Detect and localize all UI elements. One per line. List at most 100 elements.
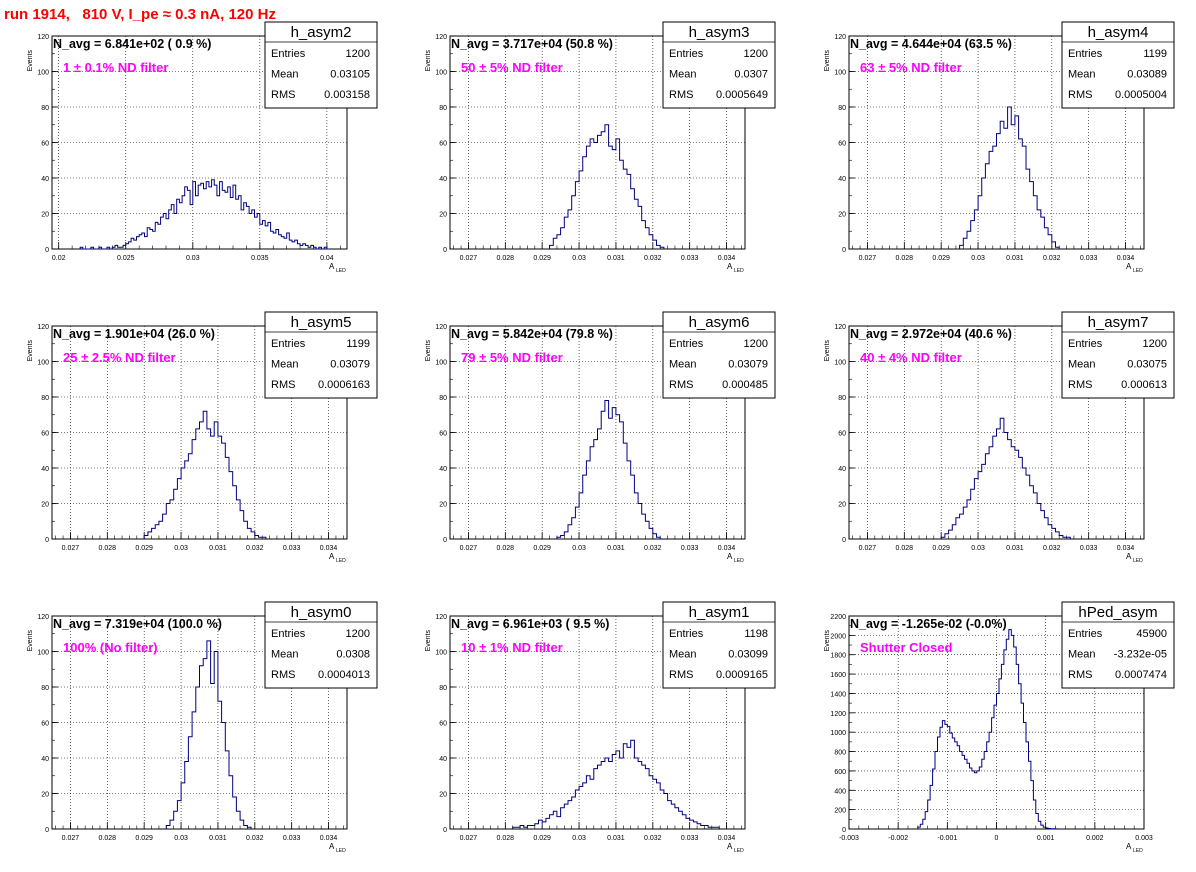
x-axis-label: A bbox=[727, 262, 733, 271]
x-tick-label: 0.034 bbox=[320, 545, 338, 552]
x-tick-label: 0.028 bbox=[896, 545, 914, 552]
stats-value: 0.03099 bbox=[728, 649, 768, 661]
y-tick-label: 60 bbox=[838, 431, 846, 438]
x-tick-label: 0.027 bbox=[460, 545, 478, 552]
plot-frame bbox=[51, 35, 348, 250]
y-tick-label: 1000 bbox=[830, 730, 846, 737]
navg-label: N_avg = 4.644e+04 (63.5 %) bbox=[850, 37, 1012, 51]
y-tick-label: 0 bbox=[443, 827, 447, 834]
stats-label: Entries bbox=[669, 338, 704, 350]
x-axis-label-subscript: LED bbox=[336, 268, 346, 274]
x-axis-label: A bbox=[329, 262, 335, 271]
stats-box bbox=[264, 311, 378, 399]
x-tick-label: 0.033 bbox=[283, 835, 301, 842]
stats-box-title: h_asym1 bbox=[689, 604, 750, 621]
y-tick-label: 60 bbox=[439, 431, 447, 438]
stats-box bbox=[662, 311, 776, 399]
stats-value: 0.0005649 bbox=[716, 89, 768, 101]
y-tick-label: 20 bbox=[41, 212, 49, 219]
y-tick-label: 40 bbox=[439, 176, 447, 183]
histogram-line bbox=[940, 417, 1071, 539]
x-tick-label: 0.02 bbox=[52, 255, 66, 262]
y-tick-label: 60 bbox=[41, 431, 49, 438]
y-tick-label: 0 bbox=[45, 827, 49, 834]
histogram-panel-h_asym5: 0 20 40 60 80 100 120 0.027 0.028 0.029 0.03 0.031 0… bbox=[27, 311, 378, 564]
stats-value: 0.03075 bbox=[1127, 359, 1167, 371]
navg-label: N_avg = 5.842e+04 (79.8 %) bbox=[451, 327, 613, 341]
histogram-line bbox=[549, 124, 665, 249]
x-axis-label: A bbox=[1126, 552, 1132, 561]
y-tick-label: 80 bbox=[838, 395, 846, 402]
stats-label: Entries bbox=[669, 628, 704, 640]
stats-value: 1200 bbox=[1143, 338, 1167, 350]
y-tick-label: 100 bbox=[435, 650, 447, 657]
x-tick-label: 0 bbox=[995, 835, 999, 842]
x-tick-label: 0.033 bbox=[681, 545, 699, 552]
y-tick-label: 20 bbox=[838, 502, 846, 509]
x-tick-label: 0.035 bbox=[251, 255, 269, 262]
filter-annotation: 63 ± 5% ND filter bbox=[860, 60, 962, 75]
x-tick-label: 0.029 bbox=[533, 255, 551, 262]
y-axis-label: Events bbox=[425, 630, 432, 652]
y-tick-label: 20 bbox=[439, 502, 447, 509]
stats-box bbox=[1061, 21, 1175, 109]
y-tick-label: 1600 bbox=[830, 672, 846, 679]
stats-value: 0.0009165 bbox=[716, 669, 768, 681]
y-tick-label: 400 bbox=[834, 788, 846, 795]
x-tick-label: 0.029 bbox=[135, 835, 153, 842]
x-tick-label: 0.03 bbox=[971, 545, 985, 552]
x-tick-label: 0.028 bbox=[497, 835, 515, 842]
x-tick-label: 0.029 bbox=[533, 835, 551, 842]
y-tick-label: 20 bbox=[439, 212, 447, 219]
x-tick-label: 0.033 bbox=[681, 835, 699, 842]
y-tick-label: 200 bbox=[834, 808, 846, 815]
y-tick-label: 120 bbox=[834, 324, 846, 331]
x-tick-label: 0.032 bbox=[246, 545, 264, 552]
stats-label: Mean bbox=[1068, 359, 1096, 371]
x-tick-label: 0.031 bbox=[209, 835, 227, 842]
plot-frame bbox=[449, 35, 746, 250]
stats-value: 0.0005004 bbox=[1115, 89, 1167, 101]
stats-value: 1198 bbox=[744, 628, 768, 640]
y-axis-label: Events bbox=[425, 340, 432, 362]
stats-label: Entries bbox=[271, 338, 306, 350]
x-tick-label: 0.03 bbox=[174, 835, 188, 842]
navg-label: N_avg = 1.901e+04 (26.0 %) bbox=[53, 327, 215, 341]
x-tick-label: 0.028 bbox=[497, 255, 515, 262]
filter-annotation: 79 ± 5% ND filter bbox=[461, 350, 563, 365]
y-axis-label: Events bbox=[27, 630, 34, 652]
x-tick-label: 0.031 bbox=[607, 255, 625, 262]
x-axis-label-subscript: LED bbox=[336, 848, 346, 854]
x-tick-label: 0.032 bbox=[644, 255, 662, 262]
x-tick-label: 0.034 bbox=[718, 255, 736, 262]
x-tick-label: 0.034 bbox=[1117, 545, 1135, 552]
stats-box-title: h_asym5 bbox=[291, 314, 352, 331]
stats-label: Entries bbox=[1068, 628, 1103, 640]
filter-annotation: 1 ± 0.1% ND filter bbox=[63, 60, 168, 75]
x-tick-label: 0.027 bbox=[460, 835, 478, 842]
x-tick-label: 0.025 bbox=[117, 255, 135, 262]
y-tick-label: 60 bbox=[439, 721, 447, 728]
stats-label: Entries bbox=[271, 628, 306, 640]
y-tick-label: 20 bbox=[838, 212, 846, 219]
navg-label: N_avg = 3.717e+04 (50.8 %) bbox=[451, 37, 613, 51]
x-tick-label: 0.028 bbox=[99, 545, 117, 552]
x-tick-label: 0.032 bbox=[644, 835, 662, 842]
y-tick-label: 100 bbox=[834, 360, 846, 367]
y-tick-label: 120 bbox=[37, 324, 49, 331]
x-axis-label-subscript: LED bbox=[1133, 268, 1143, 274]
navg-label: N_avg = 6.841e+02 ( 0.9 %) bbox=[53, 37, 211, 51]
x-axis-label-subscript: LED bbox=[734, 268, 744, 274]
histogram-line bbox=[959, 106, 1060, 249]
stats-value: 0.0308 bbox=[336, 649, 370, 661]
stats-value: 0.000613 bbox=[1121, 379, 1167, 391]
y-tick-label: 80 bbox=[439, 105, 447, 112]
stats-label: RMS bbox=[1068, 379, 1092, 391]
y-tick-label: 60 bbox=[41, 721, 49, 728]
stats-label: RMS bbox=[271, 669, 295, 681]
x-tick-label: -0.003 bbox=[839, 835, 859, 842]
stats-box bbox=[1061, 601, 1175, 689]
y-axis-label: Events bbox=[27, 340, 34, 362]
x-tick-label: 0.032 bbox=[1043, 545, 1061, 552]
